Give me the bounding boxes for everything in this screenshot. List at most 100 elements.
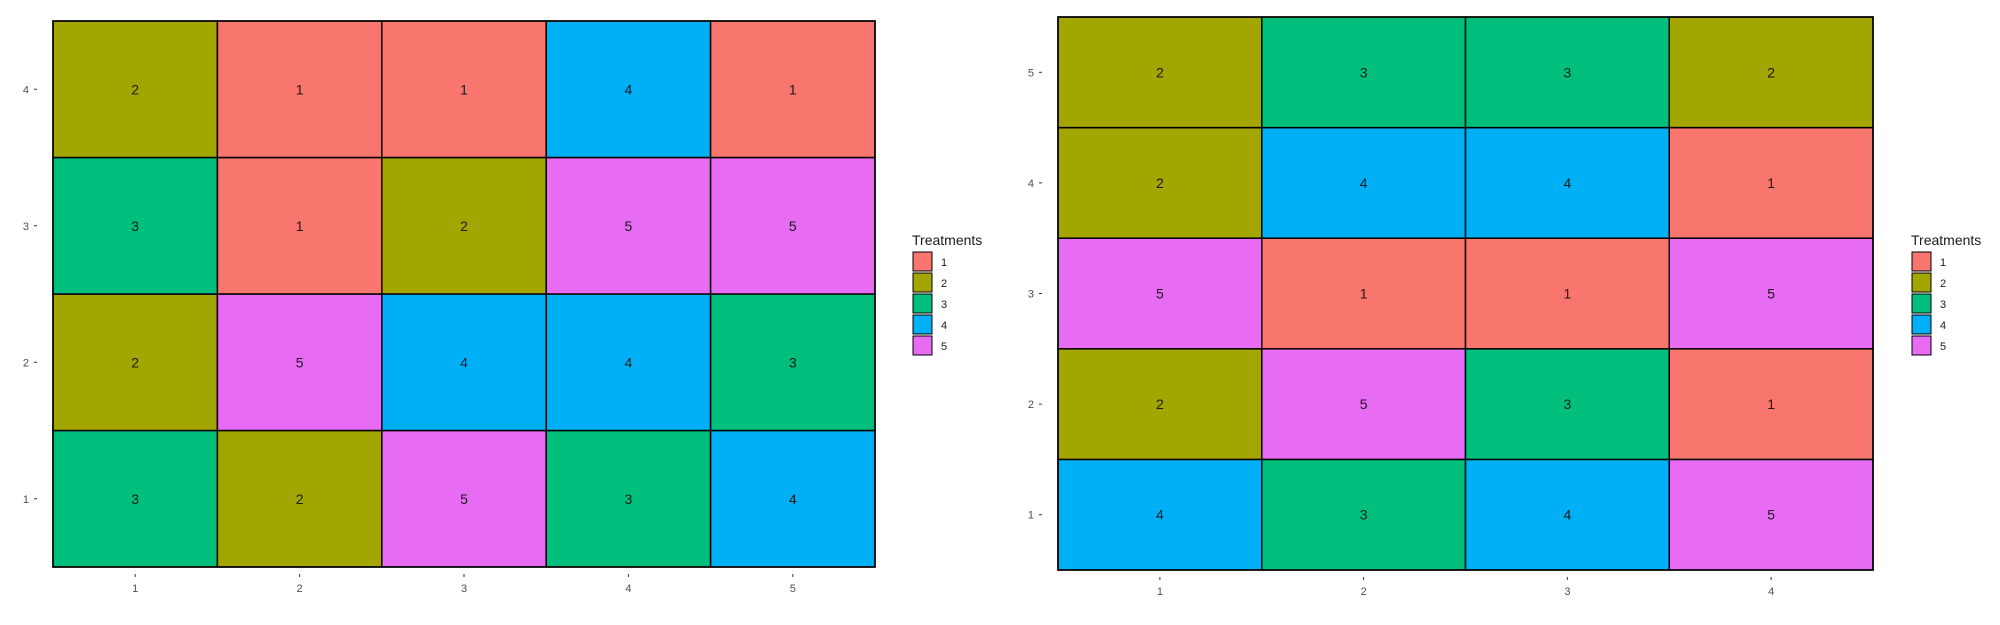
tile: [1464, 237, 1670, 350]
legend-key-5: [1911, 335, 1932, 356]
tile-label: 3: [1563, 396, 1571, 412]
y-tick-label: 1: [1028, 510, 1034, 522]
legend-key-2: [912, 272, 933, 293]
legend-key-4: [1911, 314, 1932, 335]
y-tick-label: 4: [23, 84, 29, 96]
tile-label: 1: [296, 81, 304, 97]
tile-label: 4: [1360, 175, 1368, 191]
tile: [1057, 16, 1263, 129]
tile: [1668, 16, 1874, 129]
tile-label: 5: [1360, 396, 1368, 412]
legend-label: 2: [941, 278, 947, 290]
legend: Treatments 1 2 3 4 5: [912, 232, 982, 356]
tile-label: 5: [789, 218, 797, 234]
legend-key-4: [912, 314, 933, 335]
legend-key-3: [1911, 293, 1932, 314]
tile: [1464, 348, 1670, 461]
tile: [545, 429, 712, 568]
legend: Treatments 1 2 3 4 5: [1911, 232, 1981, 356]
y-tick-label: 4: [1028, 178, 1034, 190]
tile-label: 5: [296, 354, 304, 370]
tile: [1261, 458, 1467, 571]
tile: [709, 20, 876, 159]
tile: [1668, 348, 1874, 461]
tile-label: 5: [1156, 286, 1164, 302]
tile-label: 2: [131, 354, 139, 370]
tile-label: 4: [460, 354, 468, 370]
tile-label: 3: [1563, 64, 1571, 80]
tile-label: 2: [460, 218, 468, 234]
tile: [52, 293, 219, 432]
tile: [381, 20, 547, 159]
x-tick-label: 2: [1361, 586, 1367, 598]
legend-key-2: [1911, 272, 1932, 293]
tile: [1261, 348, 1467, 461]
legend-label: 4: [941, 320, 947, 332]
tile-label: 3: [131, 218, 139, 234]
tile-label: 3: [131, 491, 139, 507]
tile: [1057, 237, 1263, 350]
tile: [1464, 16, 1670, 129]
tile: [216, 156, 383, 295]
tile-label: 2: [1156, 64, 1164, 80]
tile-label: 4: [625, 81, 633, 97]
legend-label: 4: [1940, 320, 1946, 332]
legend-title: Treatments: [912, 232, 982, 248]
tile-label: 1: [1767, 396, 1775, 412]
legend-key-3: [912, 293, 933, 314]
tile-label: 2: [1156, 396, 1164, 412]
legend-key-1: [1911, 251, 1932, 272]
y-tick-label: 2: [1028, 399, 1034, 411]
tile-label: 3: [625, 491, 633, 507]
tile-label: 4: [1563, 507, 1571, 523]
legend-label: 1: [941, 257, 947, 269]
legend-label: 1: [1940, 257, 1946, 269]
tile: [1668, 458, 1874, 571]
tile: [1057, 348, 1263, 461]
tile: [1668, 126, 1874, 239]
tile-label: 5: [1767, 507, 1775, 523]
y-tick-label: 5: [1028, 67, 1034, 79]
y-tick-label: 3: [23, 221, 29, 233]
tile-label: 3: [789, 354, 797, 370]
x-tick-label: 1: [1157, 586, 1163, 598]
tile-label: 5: [625, 218, 633, 234]
tile: [545, 293, 712, 432]
legend-key-5: [912, 335, 933, 356]
plot-border: [1057, 16, 1874, 571]
legend-label: 3: [941, 299, 947, 311]
x-tick-label: 3: [1564, 586, 1570, 598]
tile-label: 1: [1767, 175, 1775, 191]
tile: [381, 156, 547, 295]
tile: [1261, 126, 1467, 239]
tile-label: 3: [1360, 507, 1368, 523]
legend-label: 5: [941, 341, 947, 353]
tile-label: 1: [460, 81, 468, 97]
legend-label: 3: [1940, 299, 1946, 311]
tile-label: 4: [1563, 175, 1571, 191]
tile-label: 1: [789, 81, 797, 97]
tile: [709, 293, 876, 432]
tile-label: 2: [131, 81, 139, 97]
tile: [545, 20, 712, 159]
tile: [52, 429, 219, 568]
tile-label: 1: [1360, 286, 1368, 302]
tile-label: 2: [296, 491, 304, 507]
legend-title: Treatments: [1911, 232, 1981, 248]
tile-label: 5: [460, 491, 468, 507]
tile: [1057, 126, 1263, 239]
tile: [709, 429, 876, 568]
y-tick-label: 3: [1028, 289, 1034, 301]
tile: [1261, 237, 1467, 350]
tile-label: 3: [1360, 64, 1368, 80]
tile: [381, 293, 547, 432]
tile: [709, 156, 876, 295]
tile-label: 4: [1156, 507, 1164, 523]
tile-plot-2: 4 3 4 5 2 5 3 1 5 1 1 5 2 4 4 1 2 3 3 2 1 2 3 4 1 2 3 4 5 Treatments 1…: [1028, 16, 1981, 598]
y-tick-label: 1: [23, 494, 29, 506]
tile: [216, 20, 383, 159]
x-tick-label: 1: [132, 583, 138, 595]
legend-label: 5: [1940, 341, 1946, 353]
tile-label: 2: [1767, 64, 1775, 80]
